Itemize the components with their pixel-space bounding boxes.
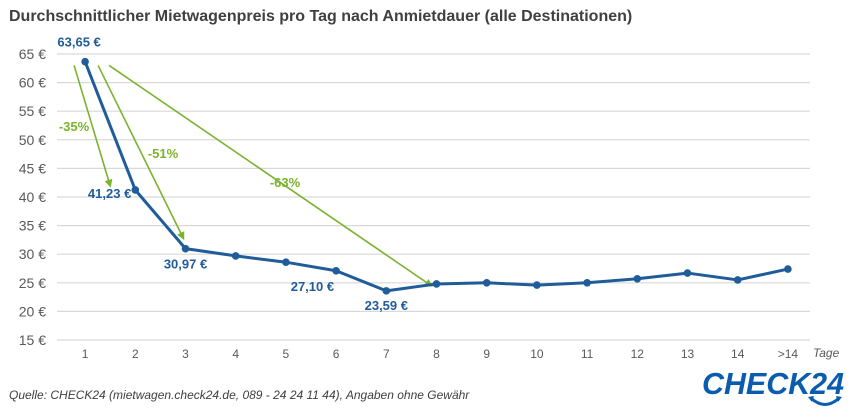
check24-logo: CHECK24 (702, 366, 844, 406)
data-point (482, 279, 491, 287)
x-tick-label: 12 (631, 347, 645, 361)
gridlines (57, 53, 810, 341)
x-tick-label: >14 (778, 347, 799, 361)
data-label: 41,23 € (88, 186, 131, 201)
x-tick-label: 5 (283, 347, 290, 361)
y-tick-label: 15 € (19, 332, 46, 348)
annotation-label: -51% (148, 146, 179, 161)
data-point (282, 258, 290, 267)
data-point (432, 280, 441, 288)
y-tick-label: 20 € (19, 303, 46, 319)
x-tick-label: 9 (483, 347, 490, 361)
y-tick-label: 65 € (19, 46, 46, 62)
y-tick-label: 25 € (19, 275, 46, 291)
y-tick-label: 60 € (19, 75, 46, 91)
x-tick-label: 6 (333, 347, 340, 361)
y-tick-label: 30 € (19, 246, 46, 262)
source-note: Quelle: CHECK24 (mietwagen.check24.de, 0… (9, 388, 470, 402)
data-point (181, 244, 190, 253)
data-point (683, 269, 692, 277)
data-point (733, 276, 742, 284)
x-axis-unit-label: Tage (813, 346, 840, 360)
x-tick-label: 14 (731, 347, 745, 361)
x-tick-label: 11 (581, 347, 594, 361)
y-tick-label: 45 € (19, 160, 46, 176)
x-tick-label: 3 (182, 347, 189, 361)
data-label: 30,97 € (164, 257, 207, 272)
y-tick-label: 35 € (19, 218, 46, 234)
logo-smile-arrow-icon (808, 396, 842, 402)
y-tick-label: 50 € (19, 132, 46, 148)
series-line (81, 57, 792, 295)
x-axis: 1 2 3 4 5 6 7 8 9 10 11 12 13 14 >14 (82, 347, 799, 361)
annotation-arrows: -35% -51% -63% (59, 64, 433, 287)
x-tick-label: 7 (383, 347, 390, 361)
y-axis: 15 € 20 € 25 € 30 € 35 € 40 € 45 € 50 € 55 € 60 €… (19, 46, 46, 348)
data-point (382, 287, 391, 295)
annotation-label: -63% (270, 175, 301, 190)
data-label: 63,65 € (57, 35, 100, 50)
data-point (784, 265, 792, 273)
logo-smile-icon (811, 397, 839, 406)
y-tick-label: 40 € (19, 189, 46, 205)
annotation-arrow (108, 64, 433, 287)
annotation-arrow (73, 65, 113, 188)
logo-text: CHECK24 (702, 366, 844, 401)
data-point (533, 281, 541, 289)
annotation-label: -35% (59, 119, 90, 134)
data-point (633, 274, 642, 283)
x-tick-label: 13 (681, 347, 695, 361)
x-tick-label: 4 (232, 347, 239, 361)
x-tick-label: 8 (433, 347, 440, 361)
x-tick-label: 1 (82, 347, 89, 361)
data-point (332, 266, 340, 275)
x-tick-label: 10 (530, 347, 544, 361)
x-tick-label: 2 (132, 347, 139, 361)
data-labels: 63,65 € 41,23 € 30,97 € 27,10 € 23,59 € (57, 35, 408, 313)
y-tick-label: 55 € (19, 103, 46, 119)
data-label: 27,10 € (291, 279, 334, 294)
data-point (231, 252, 240, 260)
data-point (131, 186, 140, 194)
data-label: 23,59 € (365, 298, 408, 313)
line-chart: 15 € 20 € 25 € 30 € 35 € 40 € 45 € 50 € 55 € 60 €… (19, 35, 840, 361)
chart-title: Durchschnittlicher Mietwagenpreis pro Ta… (9, 8, 633, 25)
annotation-arrow (97, 65, 185, 241)
data-point (81, 57, 89, 66)
data-point (583, 279, 591, 287)
